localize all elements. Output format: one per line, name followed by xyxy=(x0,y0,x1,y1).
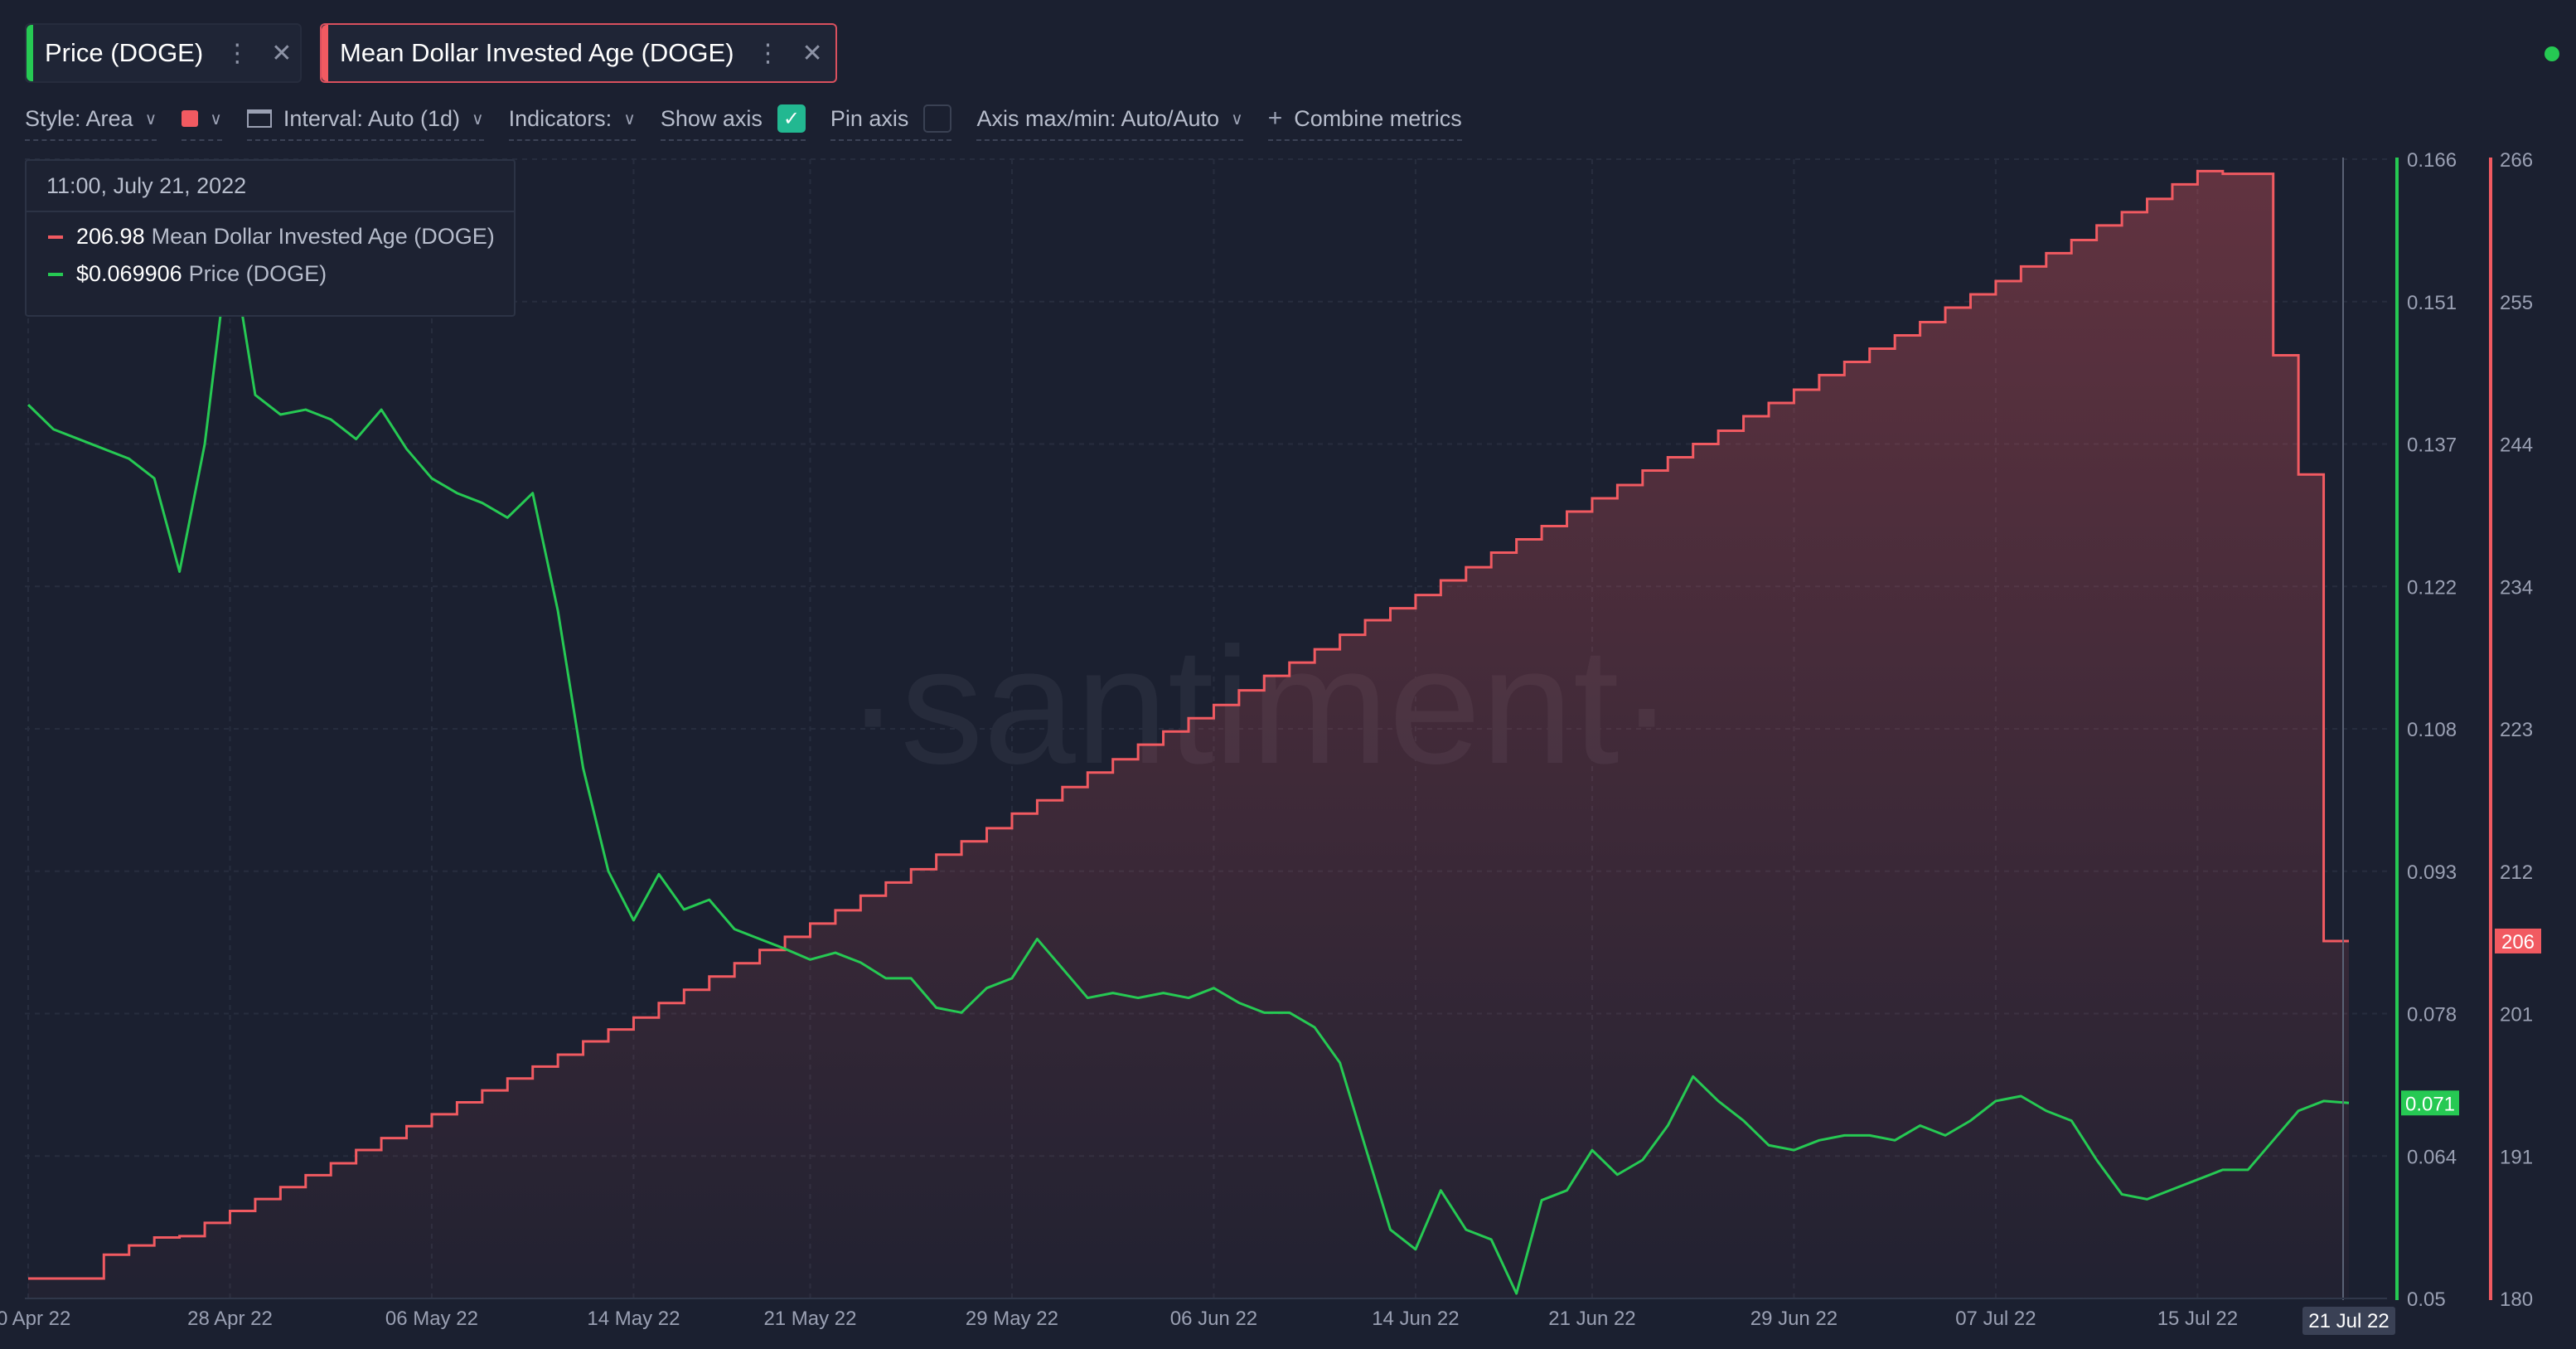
tooltip: 11:00, July 21, 2022 206.98 Mean Dollar … xyxy=(25,159,516,317)
tab-color-bar xyxy=(322,25,328,81)
ruler-icon xyxy=(246,109,272,128)
style-label: Style: Area xyxy=(25,105,133,131)
tooltip-value: $0.069906 xyxy=(76,261,182,286)
tooltip-label: Mean Dollar Invested Age (DOGE) xyxy=(151,224,495,249)
mdia-axis-tick: 255 xyxy=(2500,292,2533,314)
mdia-current-label: 206 xyxy=(2501,931,2535,954)
price-axis-tick: 0.137 xyxy=(2407,434,2457,457)
series-color-dash xyxy=(48,272,63,276)
x-axis-tick: 14 May 22 xyxy=(587,1308,680,1330)
price-current-label: 0.071 xyxy=(2405,1093,2455,1115)
more-icon[interactable]: ⋮ xyxy=(755,39,781,67)
series-layer xyxy=(27,169,2350,1299)
x-axis-tick: 15 Jul 22 xyxy=(2157,1308,2238,1330)
status-dot xyxy=(2545,46,2559,61)
x-axis-tick: 14 Jun 22 xyxy=(1372,1308,1459,1330)
pin-axis-toggle[interactable]: Pin axis xyxy=(830,103,952,141)
price-line xyxy=(27,236,2350,1295)
x-axis-tick: 06 May 22 xyxy=(385,1308,478,1330)
combine-metrics-button[interactable]: + Combine metrics xyxy=(1267,103,1462,141)
price-axis-tick: 0.108 xyxy=(2407,719,2457,741)
x-axis-tick: 21 May 22 xyxy=(763,1308,856,1330)
chevron-down-icon: ∨ xyxy=(471,109,484,129)
tab-price[interactable]: Price (DOGE) ⋮ ✕ xyxy=(25,23,302,83)
axis-maxmin-dropdown[interactable]: Axis max/min: Auto/Auto ∨ xyxy=(976,103,1243,141)
chart-toolbar: Style: Area ∨ ∨ Interval: Auto (1d) ∨ Indi… xyxy=(25,101,1487,143)
mdia-axis-tick: 244 xyxy=(2500,434,2533,457)
x-axis-tick: 29 May 22 xyxy=(966,1308,1058,1330)
price-current-badge xyxy=(2401,1090,2459,1116)
price-axis-tick: 0.05 xyxy=(2407,1288,2446,1311)
price-axis-tick: 0.122 xyxy=(2407,576,2457,599)
indicators-dropdown[interactable]: Indicators: ∨ xyxy=(508,103,636,141)
combine-label: Combine metrics xyxy=(1294,105,1462,131)
cursor-date-badge xyxy=(2302,1307,2395,1335)
interval-label: Interval: Auto (1d) xyxy=(283,105,460,131)
more-icon[interactable]: ⋮ xyxy=(225,39,250,67)
x-axis-tick: 07 Jul 22 xyxy=(1955,1308,2036,1330)
axis-maxmin-label: Axis max/min: Auto/Auto xyxy=(976,105,1220,131)
tab-color-bar xyxy=(27,25,33,81)
tab-label: Price (DOGE) xyxy=(45,38,204,67)
close-icon[interactable]: ✕ xyxy=(271,39,293,67)
interval-dropdown[interactable]: Interval: Auto (1d) ∨ xyxy=(246,103,484,141)
color-picker[interactable]: ∨ xyxy=(182,103,222,141)
x-axis-tick: 20 Apr 22 xyxy=(0,1308,70,1330)
tooltip-label: Price (DOGE) xyxy=(188,261,327,286)
chevron-down-icon: ∨ xyxy=(144,109,157,129)
indicators-label: Indicators: xyxy=(508,105,613,131)
tooltip-row-price: $0.069906 Price (DOGE) xyxy=(27,261,514,287)
tab-label: Mean Dollar Invested Age (DOGE) xyxy=(340,38,734,67)
plus-icon: + xyxy=(1267,104,1283,132)
x-axis-tick: 29 Jun 22 xyxy=(1750,1308,1838,1330)
tooltip-value: 206.98 xyxy=(76,224,145,249)
mdia-line xyxy=(28,169,2349,1280)
show-axis-label: Show axis xyxy=(660,105,763,131)
chevron-down-icon: ∨ xyxy=(1231,109,1243,129)
style-dropdown[interactable]: Style: Area ∨ xyxy=(25,103,157,141)
price-axis-tick: 0.166 xyxy=(2407,149,2457,172)
x-axis-tick: 28 Apr 22 xyxy=(187,1308,273,1330)
series-color-dash xyxy=(48,235,63,239)
mdia-current-badge xyxy=(2495,928,2541,954)
color-swatch xyxy=(182,110,199,127)
price-axis-tick: 0.151 xyxy=(2407,292,2457,314)
mdia-axis-tick: 266 xyxy=(2500,149,2533,172)
checkmark-icon[interactable]: ✓ xyxy=(777,104,806,133)
price-axis-tick: 0.078 xyxy=(2407,1004,2457,1026)
show-axis-toggle[interactable]: Show axis ✓ xyxy=(660,103,806,141)
mdia-axis-tick: 223 xyxy=(2500,719,2533,741)
mdia-axis-tick: 212 xyxy=(2500,861,2533,884)
price-axis-tick: 0.093 xyxy=(2407,861,2457,884)
checkbox-empty-icon[interactable] xyxy=(923,104,952,133)
chevron-down-icon: ∨ xyxy=(210,109,222,129)
mdia-axis-tick: 180 xyxy=(2500,1288,2533,1311)
cursor-date-label: 21 Jul 22 xyxy=(2308,1310,2389,1332)
axes-layer: 0.166 0.151 0.137 0.122 0.108 0.093 0.078 0.064… xyxy=(0,149,2541,1335)
x-axis-tick: 06 Jun 22 xyxy=(1170,1308,1257,1330)
close-icon[interactable]: ✕ xyxy=(801,39,823,67)
x-axis-tick: 21 Jun 22 xyxy=(1548,1308,1635,1330)
pin-axis-label: Pin axis xyxy=(830,105,909,131)
mdia-area-fill xyxy=(28,171,2349,1299)
price-axis-tick: 0.064 xyxy=(2407,1146,2457,1168)
tooltip-time: 11:00, July 21, 2022 xyxy=(27,161,514,212)
mdia-axis-tick: 201 xyxy=(2500,1004,2533,1026)
tooltip-row-mdia: 206.98 Mean Dollar Invested Age (DOGE) xyxy=(27,224,514,250)
tab-mdia[interactable]: Mean Dollar Invested Age (DOGE) ⋮ ✕ xyxy=(320,23,837,83)
mdia-axis-tick: 191 xyxy=(2500,1146,2533,1168)
chevron-down-icon: ∨ xyxy=(623,109,636,129)
mdia-axis-tick: 234 xyxy=(2500,576,2533,599)
